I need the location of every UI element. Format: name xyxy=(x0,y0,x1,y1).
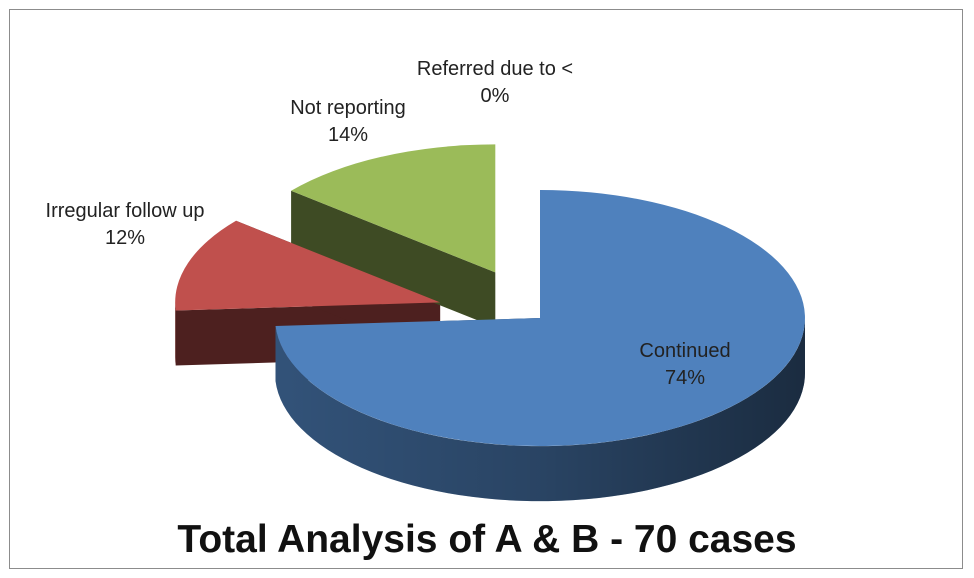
label-name: Irregular follow up xyxy=(45,200,205,222)
slice xyxy=(175,220,441,311)
slice-side-shade xyxy=(175,302,176,366)
data-label: Irregular follow up 12% xyxy=(45,198,205,252)
label-value: 12% xyxy=(104,227,146,249)
data-label: Continued 74% xyxy=(610,338,760,392)
slice-wall xyxy=(291,190,496,328)
label-value: 14% xyxy=(327,124,369,146)
label-name: Referred due to < xyxy=(416,58,574,80)
chart-title: Total Analysis of A & B - 70 cases xyxy=(177,518,797,561)
slice xyxy=(275,190,805,446)
chart-frame xyxy=(9,9,963,569)
slice-side-shade xyxy=(275,318,806,502)
slice xyxy=(291,144,496,273)
label-name: Continued xyxy=(639,340,731,362)
label-value: 0% xyxy=(480,85,510,107)
data-label: Referred due to < 0% xyxy=(415,56,575,110)
data-label: Not reporting 14% xyxy=(268,95,428,149)
label-value: 74% xyxy=(664,367,706,389)
label-name: Not reporting xyxy=(290,97,406,119)
